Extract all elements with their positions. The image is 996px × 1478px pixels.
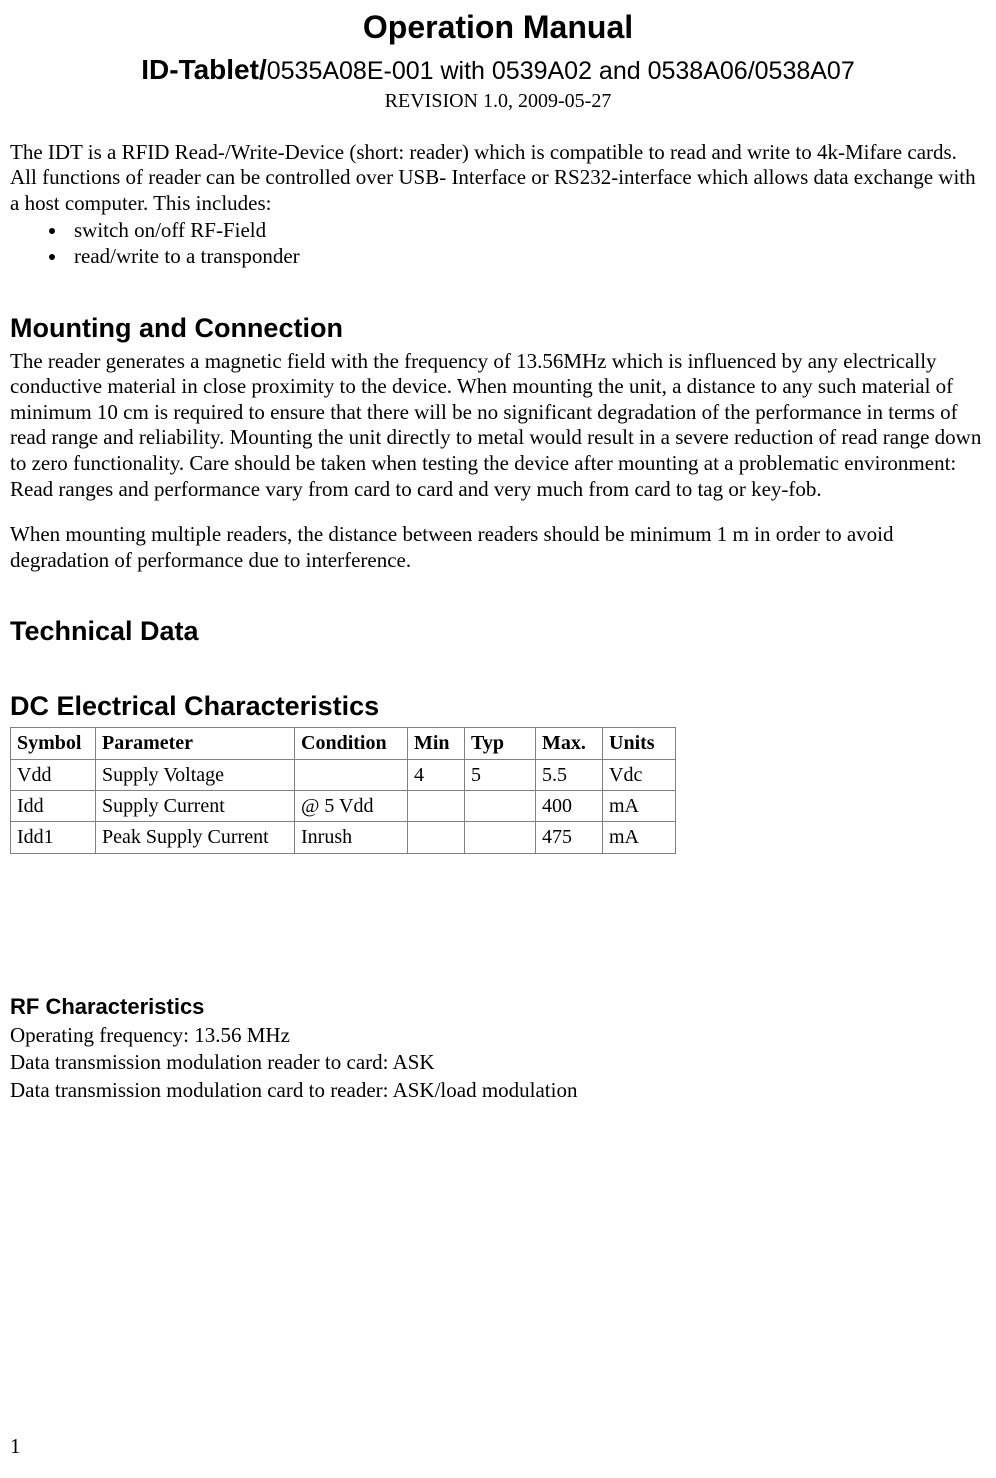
- table-row: VddSupply Voltage 455.5Vdc: [11, 759, 676, 790]
- table-cell: mA: [603, 791, 676, 822]
- table-cell: Peak Supply Current: [96, 822, 295, 853]
- table-cell: Vdc: [603, 759, 676, 790]
- intro-paragraph: The IDT is a RFID Read-/Write-Device (sh…: [10, 140, 986, 217]
- heading-mounting: Mounting and Connection: [10, 312, 986, 345]
- table-header-cell: Min: [408, 728, 465, 759]
- table-cell: 4: [408, 759, 465, 790]
- table-cell: Idd: [11, 791, 96, 822]
- table-header-cell: Parameter: [96, 728, 295, 759]
- heading-technical-data: Technical Data: [10, 615, 986, 648]
- table-cell: [295, 759, 408, 790]
- intro-bullet-list: switch on/off RF-Field read/write to a t…: [10, 218, 986, 269]
- table-header-cell: Max.: [536, 728, 603, 759]
- mounting-paragraph-2: When mounting multiple readers, the dist…: [10, 522, 986, 573]
- revision-line: REVISION 1.0, 2009-05-27: [10, 89, 986, 113]
- table-header-cell: Condition: [295, 728, 408, 759]
- subtitle-strong: ID-Tablet/: [141, 54, 266, 85]
- heading-dc-characteristics: DC Electrical Characteristics: [10, 690, 986, 723]
- table-cell: Supply Voltage: [96, 759, 295, 790]
- mounting-paragraph-1: The reader generates a magnetic field wi…: [10, 349, 986, 503]
- table-header-cell: Units: [603, 728, 676, 759]
- table-row: IddSupply Current@ 5 Vdd 400mA: [11, 791, 676, 822]
- table-cell: [408, 791, 465, 822]
- rf-line: Data transmission modulation reader to c…: [10, 1050, 986, 1076]
- table-cell: 400: [536, 791, 603, 822]
- list-item: switch on/off RF-Field: [68, 218, 986, 244]
- table-header-cell: Symbol: [11, 728, 96, 759]
- rf-line: Data transmission modulation card to rea…: [10, 1078, 986, 1104]
- heading-rf-characteristics: RF Characteristics: [10, 994, 986, 1021]
- table-cell: [408, 822, 465, 853]
- dc-characteristics-table: SymbolParameterConditionMinTypMax.UnitsV…: [10, 727, 676, 854]
- table-cell: 475: [536, 822, 603, 853]
- table-row: Idd1Peak Supply CurrentInrush 475mA: [11, 822, 676, 853]
- table-header-cell: Typ: [465, 728, 536, 759]
- table-cell: mA: [603, 822, 676, 853]
- table-cell: Inrush: [295, 822, 408, 853]
- table-cell: [465, 791, 536, 822]
- doc-subtitle: ID-Tablet/0535A08E-001 with 0539A02 and …: [10, 53, 986, 87]
- page-number: 1: [10, 1434, 21, 1460]
- table-cell: Supply Current: [96, 791, 295, 822]
- subtitle-rest: 0535A08E-001 with 0539A02 and 0538A06/05…: [267, 57, 855, 85]
- doc-title: Operation Manual: [10, 8, 986, 47]
- table-cell: 5: [465, 759, 536, 790]
- table-cell: [465, 822, 536, 853]
- table-cell: Vdd: [11, 759, 96, 790]
- table-cell: Idd1: [11, 822, 96, 853]
- rf-line: Operating frequency: 13.56 MHz: [10, 1023, 986, 1049]
- list-item: read/write to a transponder: [68, 244, 986, 270]
- table-cell: 5.5: [536, 759, 603, 790]
- table-cell: @ 5 Vdd: [295, 791, 408, 822]
